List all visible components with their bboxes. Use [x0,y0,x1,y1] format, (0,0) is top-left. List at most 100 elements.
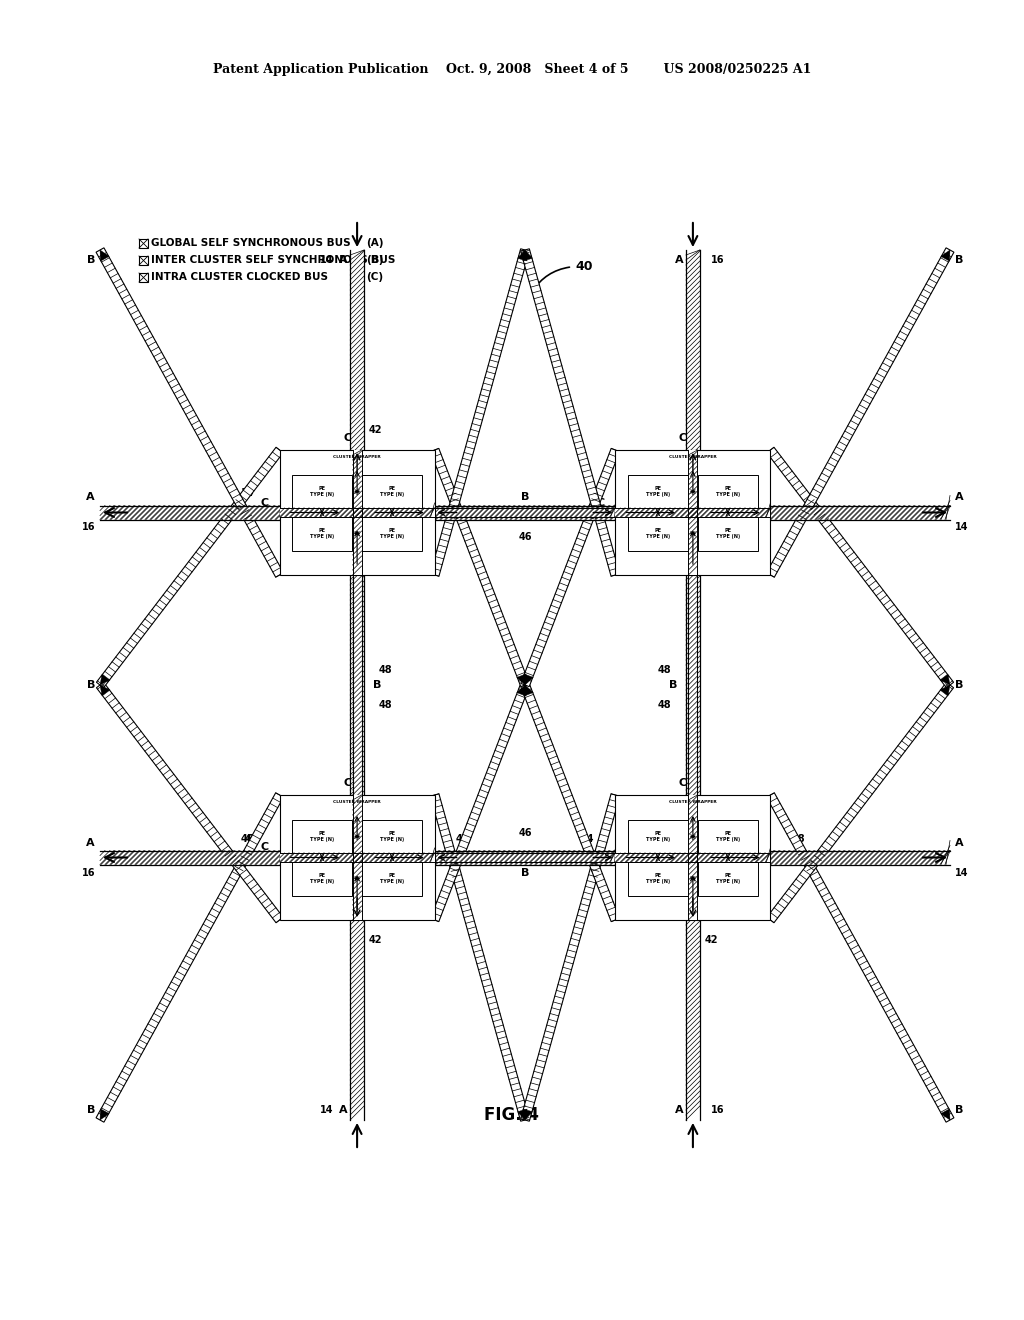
Text: PE
TYPE (N): PE TYPE (N) [646,873,670,884]
Text: 14: 14 [955,523,969,532]
Bar [615,795,770,920]
Text: C: C [679,433,687,444]
Text: 42: 42 [705,935,718,945]
Bar [628,820,688,854]
Text: INTRA CLUSTER CLOCKED BUS: INTRA CLUSTER CLOCKED BUS [151,272,328,282]
Text: 48: 48 [658,665,672,675]
Bar [698,474,758,508]
Text: 14: 14 [955,867,969,878]
Text: (A): (A) [366,238,384,248]
Bar [615,508,770,517]
Text: 14: 14 [241,487,254,498]
Text: PE
TYPE (N): PE TYPE (N) [310,873,334,884]
Text: 44: 44 [792,858,805,867]
Text: 48: 48 [378,665,392,675]
Bar [352,450,361,576]
Bar [362,516,422,550]
Text: PE
TYPE (N): PE TYPE (N) [310,486,334,496]
Polygon shape [520,793,620,1121]
Text: C: C [679,777,687,788]
Text: C: C [260,842,268,853]
Polygon shape [517,1109,527,1119]
Bar [352,795,361,920]
Text: PE
TYPE (N): PE TYPE (N) [716,528,740,539]
Text: B: B [955,680,964,690]
Text: A: A [86,492,95,503]
Text: 16: 16 [82,523,95,532]
Text: PE
TYPE (N): PE TYPE (N) [646,832,670,842]
Text: CLUSTER WRAPPER: CLUSTER WRAPPER [669,800,717,804]
Polygon shape [941,1109,950,1119]
Text: INTER CLUSTER SELF SYNCHRONOUS BUS: INTER CLUSTER SELF SYNCHRONOUS BUS [151,255,395,265]
Text: 48: 48 [792,834,805,845]
Text: C: C [343,777,351,788]
Text: FIG. 4: FIG. 4 [484,1106,540,1125]
Text: B: B [955,1105,964,1115]
Bar [434,853,615,862]
Bar [628,862,688,895]
Text: C: C [596,842,604,853]
Polygon shape [517,675,526,685]
Bar [292,516,352,550]
Text: C: C [596,498,604,507]
Polygon shape [941,249,950,261]
Bar [628,474,688,508]
Bar [362,474,422,508]
Text: 14: 14 [321,1105,334,1115]
Text: B: B [87,1105,95,1115]
Text: A: A [955,837,964,847]
Bar [362,820,422,854]
Text: CLUSTER WRAPPER: CLUSTER WRAPPER [333,455,381,459]
Text: A: A [86,837,95,847]
Text: B: B [521,255,529,265]
Bar [100,850,950,865]
Text: A: A [675,1105,683,1115]
Bar [615,450,770,576]
Bar [280,795,434,920]
Text: 16: 16 [711,255,724,265]
Polygon shape [96,248,284,577]
Text: PE
TYPE (N): PE TYPE (N) [380,832,404,842]
Bar [139,239,148,248]
Polygon shape [940,675,950,685]
Text: PE
TYPE (N): PE TYPE (N) [646,528,670,539]
Bar [698,862,758,895]
Text: 14: 14 [321,255,334,265]
Bar [688,450,697,576]
Bar [698,516,758,550]
Bar [100,506,950,520]
Text: GLOBAL SELF SYNCHRONOUS BUS: GLOBAL SELF SYNCHRONOUS BUS [151,238,350,248]
Polygon shape [940,685,950,696]
Text: PE
TYPE (N): PE TYPE (N) [716,486,740,496]
Text: 16: 16 [711,1105,724,1115]
Polygon shape [100,249,110,261]
Text: 42: 42 [456,834,469,845]
Text: B: B [521,867,529,878]
Polygon shape [524,675,534,685]
Text: 48: 48 [658,700,672,710]
Text: B: B [87,255,95,265]
Polygon shape [100,685,110,696]
Bar [362,862,422,895]
Text: PE
TYPE (N): PE TYPE (N) [716,873,740,884]
Text: 42: 42 [369,935,382,945]
Text: 48: 48 [378,700,392,710]
Text: A: A [339,255,347,265]
Text: 46: 46 [518,828,531,837]
Bar [698,820,758,854]
Bar [615,853,770,862]
Polygon shape [524,685,534,696]
Bar [292,474,352,508]
Text: 44: 44 [456,858,469,867]
Text: (C): (C) [366,272,383,282]
Text: C: C [260,498,268,507]
Polygon shape [430,793,529,1121]
Text: B: B [521,492,529,503]
Text: A: A [339,1105,347,1115]
Text: 44: 44 [456,512,469,523]
Polygon shape [517,249,527,261]
Polygon shape [96,447,284,688]
Text: B: B [669,680,677,690]
Text: PE
TYPE (N): PE TYPE (N) [310,832,334,842]
Text: B: B [955,255,964,265]
